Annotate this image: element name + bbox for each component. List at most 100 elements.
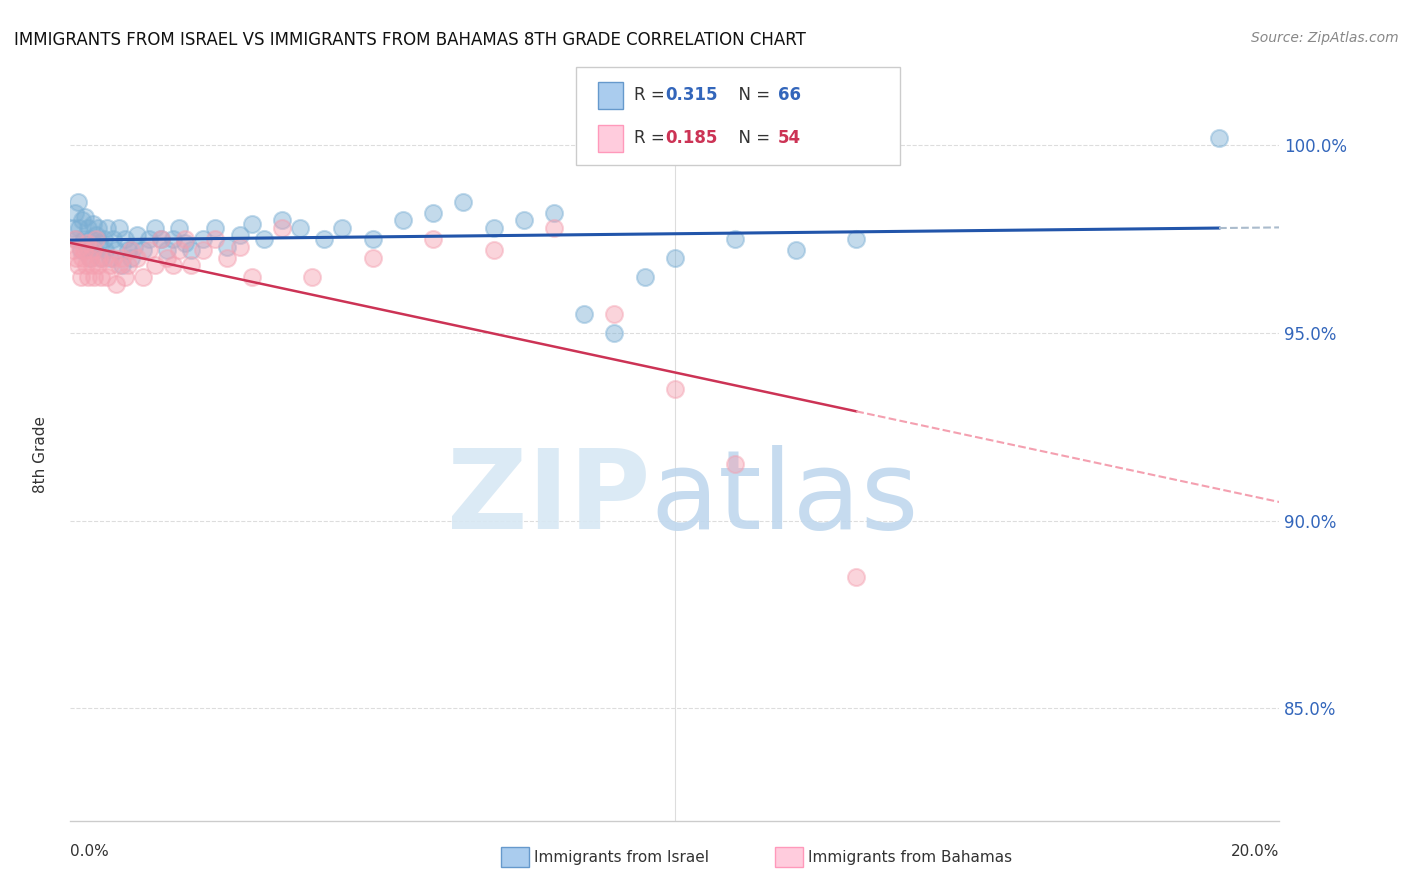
Point <box>785 244 807 258</box>
Point <box>193 244 215 258</box>
Point <box>422 206 444 220</box>
Point <box>574 307 596 321</box>
Point <box>143 259 166 273</box>
Point <box>62 221 84 235</box>
Text: 0.315: 0.315 <box>665 87 717 104</box>
Point <box>82 244 104 258</box>
Point <box>150 232 173 246</box>
Point <box>180 259 202 273</box>
Point <box>117 259 139 273</box>
Text: IMMIGRANTS FROM ISRAEL VS IMMIGRANTS FROM BAHAMAS 8TH GRADE CORRELATION CHART: IMMIGRANTS FROM ISRAEL VS IMMIGRANTS FRO… <box>14 31 806 49</box>
Point <box>634 269 657 284</box>
Point <box>162 259 184 273</box>
Point <box>193 232 215 246</box>
Point <box>361 232 384 246</box>
Point <box>84 232 107 246</box>
Point <box>72 251 94 265</box>
Point <box>228 240 250 254</box>
Point <box>724 232 747 246</box>
Text: 66: 66 <box>778 87 800 104</box>
Point <box>845 570 868 584</box>
Point <box>111 259 134 273</box>
Point <box>96 221 118 235</box>
Point <box>603 326 626 340</box>
Text: 54: 54 <box>778 129 800 147</box>
Point <box>482 244 505 258</box>
Point <box>83 269 105 284</box>
Point <box>76 240 98 254</box>
Point <box>143 221 166 235</box>
Point <box>72 232 94 246</box>
Point <box>138 244 160 258</box>
Point <box>67 259 90 273</box>
Point <box>482 221 505 235</box>
Point <box>120 244 142 258</box>
Point <box>89 251 111 265</box>
Text: Immigrants from Bahamas: Immigrants from Bahamas <box>808 850 1012 864</box>
Point <box>93 251 115 265</box>
Point <box>70 244 93 258</box>
Point <box>76 235 98 250</box>
Point <box>167 221 190 235</box>
Point <box>314 232 336 246</box>
Point <box>204 221 226 235</box>
Point <box>75 259 97 273</box>
Point <box>98 259 121 273</box>
Text: ZIP: ZIP <box>447 445 651 552</box>
Point <box>90 269 112 284</box>
Point <box>117 244 139 258</box>
Point <box>392 213 415 227</box>
Point <box>361 251 384 265</box>
Point <box>204 232 226 246</box>
Text: 20.0%: 20.0% <box>1232 845 1279 859</box>
Point <box>453 194 475 209</box>
Point <box>111 251 134 265</box>
Point <box>125 228 148 243</box>
Point <box>150 232 173 246</box>
Point <box>104 244 127 258</box>
Point <box>156 251 179 265</box>
Point <box>543 206 565 220</box>
Point <box>90 251 112 265</box>
Point <box>138 232 160 246</box>
Text: 0.0%: 0.0% <box>70 845 110 859</box>
Point <box>174 235 197 250</box>
Point <box>422 232 444 246</box>
Point <box>101 232 124 246</box>
Point <box>156 244 179 258</box>
Point <box>724 458 747 472</box>
Text: N =: N = <box>728 87 776 104</box>
Point <box>180 244 202 258</box>
Point <box>301 269 323 284</box>
Text: Immigrants from Israel: Immigrants from Israel <box>534 850 709 864</box>
Point <box>72 213 94 227</box>
Point <box>513 213 536 227</box>
Point <box>174 232 197 246</box>
Point <box>122 240 145 254</box>
Point <box>62 244 84 258</box>
Point <box>217 240 239 254</box>
Point <box>1208 131 1230 145</box>
Point <box>77 269 100 284</box>
Text: R =: R = <box>634 87 671 104</box>
Point <box>63 232 86 246</box>
Point <box>132 244 155 258</box>
Text: N =: N = <box>728 129 776 147</box>
Point <box>603 307 626 321</box>
Point <box>288 221 311 235</box>
Point <box>75 210 97 224</box>
Point <box>69 240 91 254</box>
Point <box>167 244 190 258</box>
Point <box>125 251 148 265</box>
Point <box>101 251 124 265</box>
Point <box>253 232 276 246</box>
Point <box>79 251 101 265</box>
Point <box>82 217 104 231</box>
Point <box>107 221 129 235</box>
Point <box>96 269 118 284</box>
Point <box>83 244 105 258</box>
Point <box>132 269 155 284</box>
Point <box>845 232 868 246</box>
Text: Source: ZipAtlas.com: Source: ZipAtlas.com <box>1251 31 1399 45</box>
Point <box>240 217 263 231</box>
